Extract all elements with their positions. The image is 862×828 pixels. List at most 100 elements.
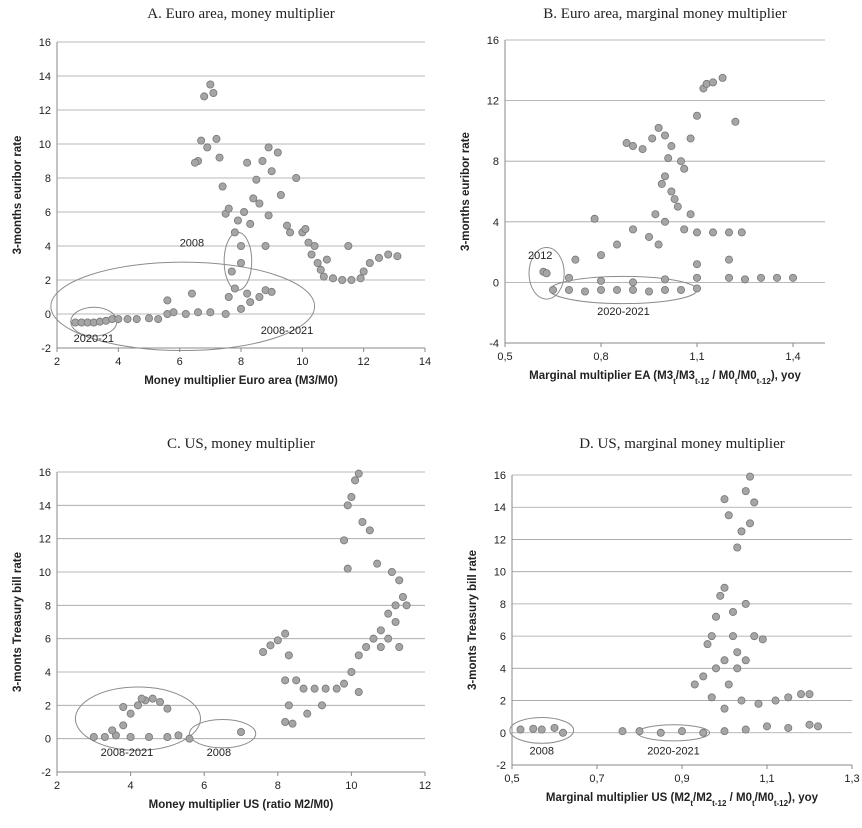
x-tick-label: 6 xyxy=(201,780,207,792)
point xyxy=(720,583,729,592)
x-tick-label: 1,3 xyxy=(844,773,859,785)
point xyxy=(613,285,622,294)
point xyxy=(565,285,574,294)
point xyxy=(286,228,295,237)
point xyxy=(174,731,183,740)
x-tick-label: 1,4 xyxy=(785,351,800,363)
point xyxy=(185,734,194,743)
point xyxy=(376,626,385,635)
y-tick-label: 4 xyxy=(45,667,51,679)
x-tick-label: 0,5 xyxy=(504,773,519,785)
point xyxy=(258,156,267,165)
point xyxy=(236,304,245,313)
x-tick-label: 4 xyxy=(128,780,134,792)
point xyxy=(661,285,670,294)
point xyxy=(664,154,673,163)
x-axis-label: Money multiplier Euro area (M3/M0) xyxy=(144,375,338,387)
point xyxy=(358,518,367,527)
y-tick-label: 10 xyxy=(39,139,51,151)
point xyxy=(321,684,330,693)
point xyxy=(209,89,218,98)
y-tick-label: 12 xyxy=(494,534,506,546)
x-axis-label-part: t xyxy=(752,799,755,808)
point xyxy=(154,315,163,324)
x-axis-label-part: ), yoy xyxy=(788,792,819,804)
point xyxy=(657,179,666,188)
point xyxy=(720,656,729,665)
y-tick-label: 14 xyxy=(39,71,51,83)
point xyxy=(622,139,631,148)
point xyxy=(741,725,750,734)
y-tick-label: 14 xyxy=(39,500,51,512)
annotation: 2012 xyxy=(528,250,552,262)
y-tick-label: 12 xyxy=(39,105,51,117)
y-tick-label: 16 xyxy=(494,470,506,482)
point xyxy=(750,498,759,507)
point xyxy=(733,543,742,552)
point xyxy=(373,559,382,568)
point xyxy=(266,641,275,650)
point xyxy=(347,668,356,677)
point xyxy=(359,267,368,276)
point xyxy=(597,251,606,260)
x-axis-label-part: t xyxy=(735,377,738,386)
x-axis-label-part: /M0 xyxy=(755,792,774,804)
y-tick-label: 16 xyxy=(39,37,51,49)
point xyxy=(376,643,385,652)
x-tick-label: 8 xyxy=(238,356,244,368)
y-tick-label: 0 xyxy=(45,734,51,746)
point xyxy=(169,308,178,317)
point xyxy=(281,676,290,685)
point xyxy=(737,696,746,705)
point xyxy=(230,284,239,293)
point xyxy=(678,727,687,736)
point xyxy=(661,217,670,226)
point xyxy=(733,664,742,673)
point xyxy=(758,635,767,644)
point xyxy=(550,723,559,732)
y-tick-label: 8 xyxy=(493,156,499,168)
point xyxy=(741,487,750,496)
point xyxy=(126,733,135,742)
point xyxy=(384,634,393,643)
x-tick-label: 14 xyxy=(419,356,431,368)
point xyxy=(651,210,660,219)
point xyxy=(597,276,606,285)
y-tick-label: -2 xyxy=(41,343,51,355)
point xyxy=(629,285,638,294)
y-tick-label: 2 xyxy=(45,700,51,712)
x-axis-label-part: / M0 xyxy=(726,792,752,804)
point xyxy=(699,672,708,681)
point xyxy=(264,143,273,152)
point xyxy=(680,164,689,173)
point xyxy=(529,724,538,733)
point xyxy=(365,258,374,267)
point xyxy=(709,78,718,87)
point xyxy=(712,612,721,621)
point xyxy=(716,591,725,600)
point xyxy=(233,216,242,225)
point xyxy=(741,275,750,284)
point xyxy=(267,287,276,296)
point xyxy=(729,632,738,641)
point xyxy=(236,258,245,267)
annotation-ellipse xyxy=(50,261,316,352)
x-axis-label: Marginal multiplier EA (M3t/M3t-12 / M0t… xyxy=(529,370,801,386)
point xyxy=(667,142,676,151)
x-tick-label: 8 xyxy=(275,780,281,792)
point xyxy=(720,727,729,736)
y-tick-label: 6 xyxy=(500,631,506,643)
point xyxy=(252,175,261,184)
y-tick-label: -2 xyxy=(496,760,506,772)
point xyxy=(629,278,638,287)
point xyxy=(384,250,393,259)
point xyxy=(402,601,411,610)
annotation-ellipse xyxy=(528,247,565,300)
point xyxy=(724,511,733,520)
point xyxy=(249,194,258,203)
y-tick-label: 8 xyxy=(45,173,51,185)
x-axis-label-part: t xyxy=(673,377,676,386)
point xyxy=(354,688,363,697)
point xyxy=(276,190,285,199)
